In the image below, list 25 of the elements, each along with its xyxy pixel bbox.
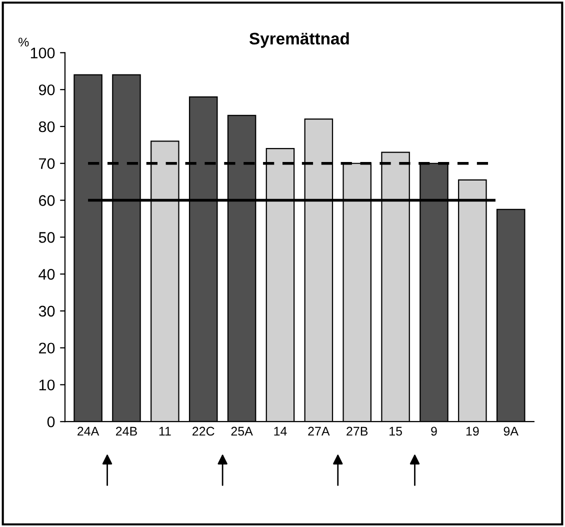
x-tick-label: 24A: [78, 426, 100, 436]
x-tick-label: 27B: [346, 426, 368, 436]
y-tick-label: 10: [39, 380, 55, 390]
y-tick-label: 90: [38, 84, 55, 96]
x-tick-label: 15: [390, 426, 402, 436]
y-tick-label: 60: [39, 195, 55, 206]
y-tick-label: 100: [30, 48, 55, 58]
y-tick-label: 20: [39, 342, 55, 354]
y-tick-label: 40: [38, 268, 55, 280]
y-tick-label: 50: [38, 232, 55, 243]
x-tick-label: 9: [431, 426, 437, 436]
x-tick-label: 25A: [231, 426, 253, 436]
x-tick-label: 14: [274, 426, 287, 436]
x-tick-label: 22C: [192, 426, 214, 436]
x-tick-label: 9A: [504, 426, 518, 436]
y-tick-label: 70: [39, 158, 55, 170]
y-tick-label: 80: [38, 121, 55, 132]
chart-title: Syremättnad: [249, 32, 349, 48]
x-tick-label: 27A: [308, 426, 330, 436]
x-tick-label: 11: [159, 426, 171, 436]
y-tick-label: 30: [38, 306, 55, 317]
x-tick-label: 24B: [116, 426, 137, 436]
y-axis-title: %: [18, 38, 29, 46]
y-tick-label: 0: [47, 416, 55, 428]
x-tick-label: 19: [466, 426, 479, 436]
